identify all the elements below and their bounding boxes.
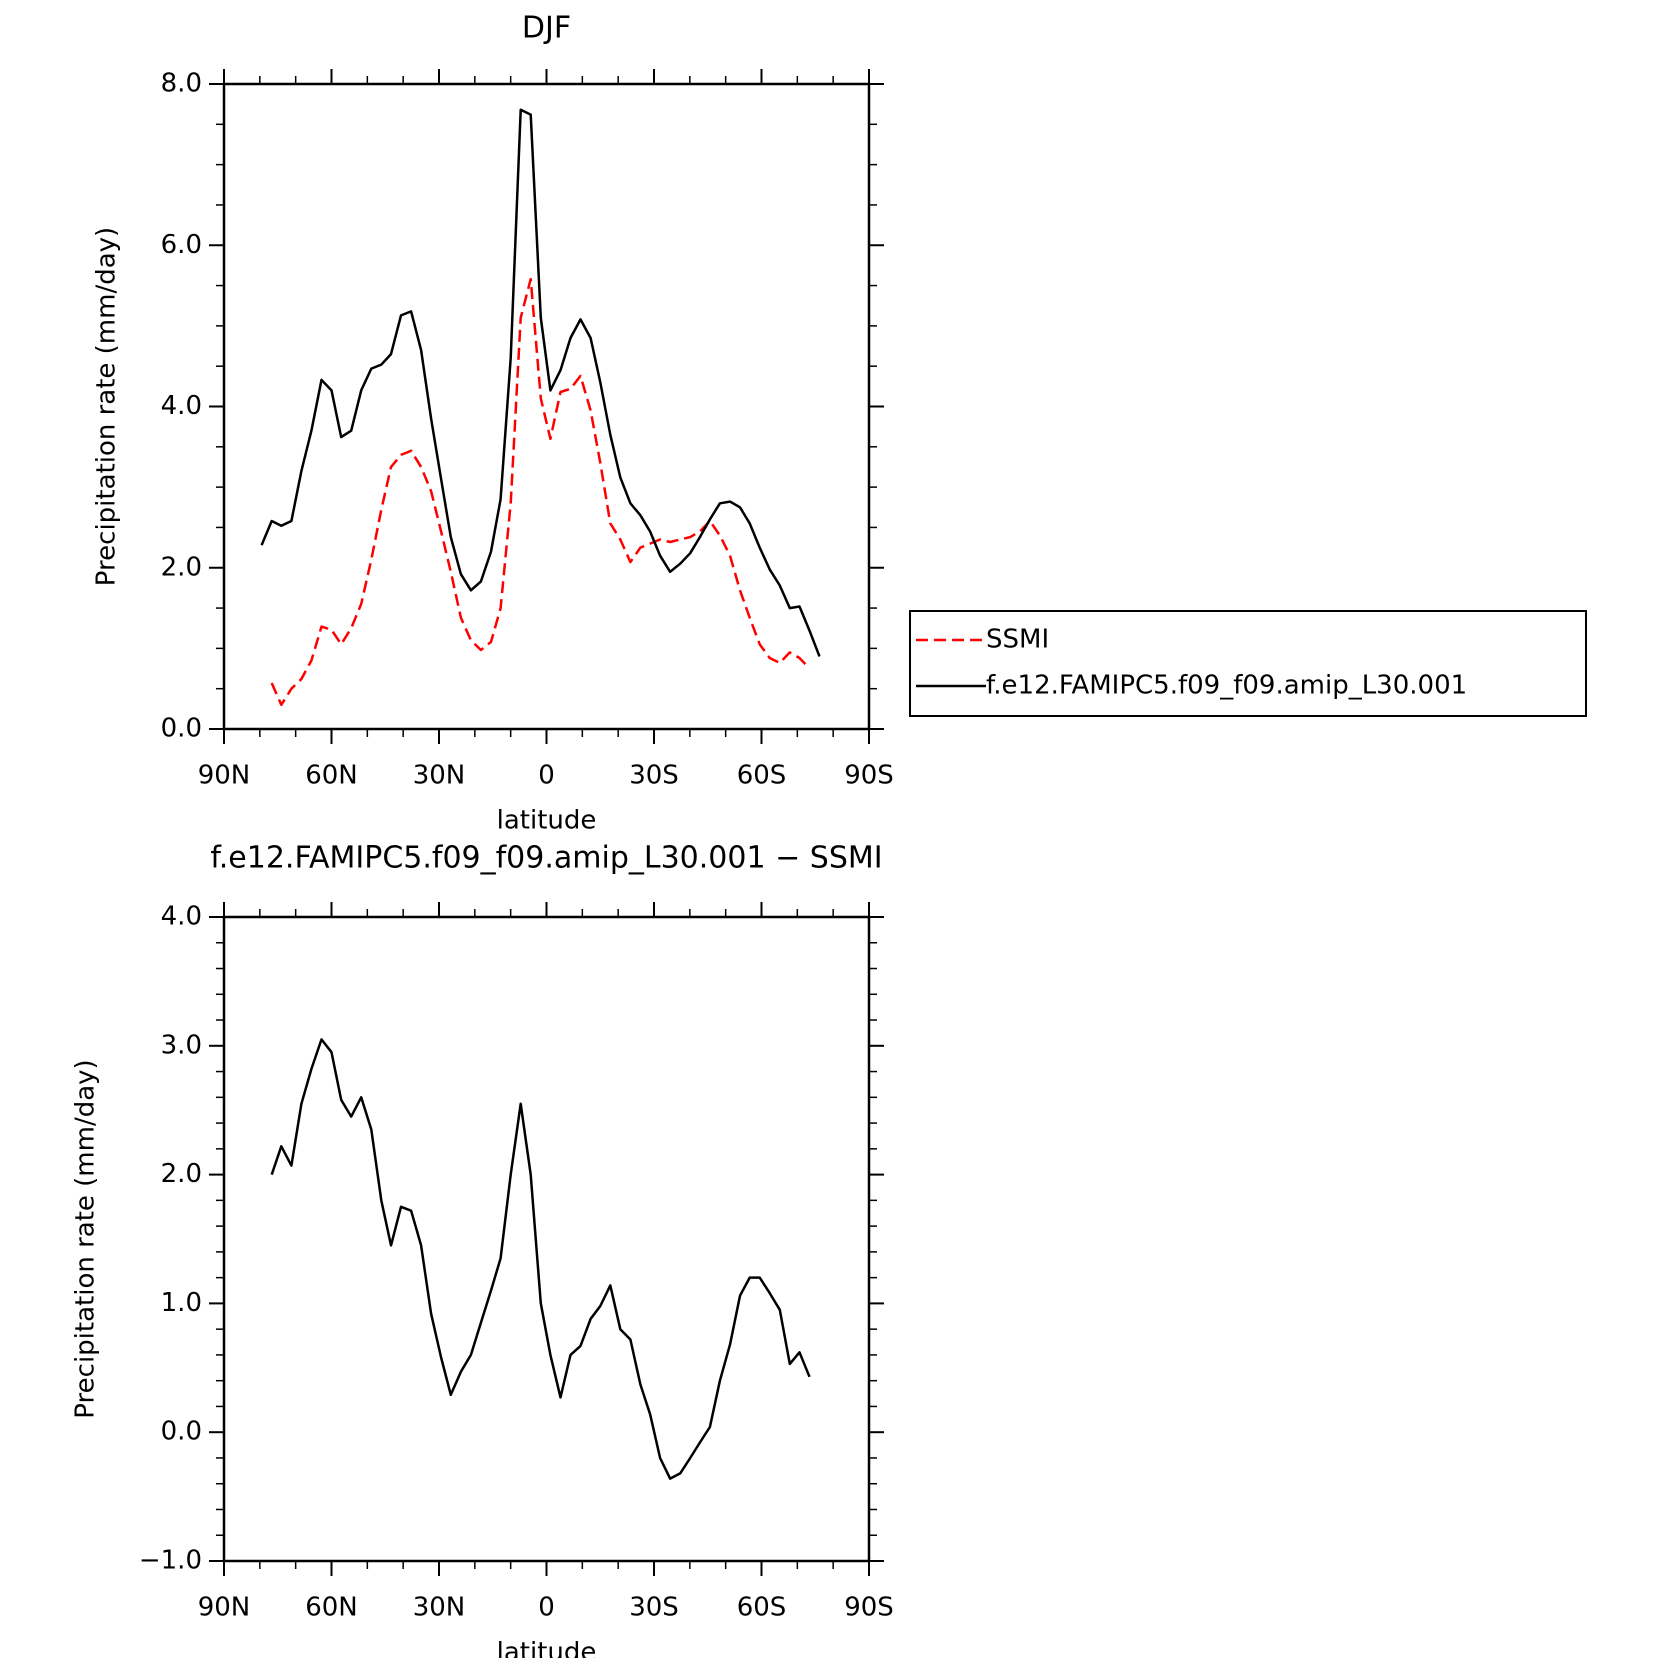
y-axis-label: Precipitation rate (mm/day) (92, 227, 122, 586)
x-tick-label: 30N (413, 1593, 466, 1623)
x-tick-label: 30N (413, 761, 466, 791)
x-tick-label: 90N (198, 1593, 251, 1623)
series-line (270, 1038, 811, 1480)
series-line (260, 108, 821, 657)
chart-title: DJF (522, 11, 571, 46)
x-axis-label: latitude (497, 806, 597, 836)
legend-label: SSMI (986, 625, 1049, 655)
x-tick-label: 0 (538, 1593, 555, 1623)
y-tick-label: 2.0 (161, 1159, 202, 1189)
x-tick-label: 90N (198, 761, 251, 791)
y-tick-label: 1.0 (161, 1288, 202, 1318)
plot-frame (222, 915, 871, 1563)
x-tick-label: 90S (844, 761, 894, 791)
series-line (270, 277, 811, 707)
plot-frame (222, 82, 871, 731)
y-axis-label: Precipitation rate (mm/day) (71, 1059, 101, 1418)
x-tick-label: 0 (538, 761, 555, 791)
y-tick-label: 3.0 (161, 1030, 202, 1060)
x-tick-label: 60S (737, 761, 787, 791)
x-tick-label: 90S (844, 1593, 894, 1623)
legend-box (909, 610, 1587, 717)
y-tick-label: 0.0 (161, 1417, 202, 1447)
legend-label: f.e12.FAMIPC5.f09_f09.amip_L30.001 (986, 671, 1467, 701)
y-tick-label: −1.0 (139, 1546, 202, 1576)
x-tick-label: 60S (737, 1593, 787, 1623)
x-tick-label: 60N (305, 1593, 358, 1623)
y-tick-label: 8.0 (161, 69, 202, 99)
y-tick-label: 0.0 (161, 714, 202, 744)
y-tick-label: 2.0 (161, 552, 202, 582)
y-tick-label: 6.0 (161, 230, 202, 260)
x-tick-label: 30S (629, 761, 679, 791)
y-tick-label: 4.0 (161, 391, 202, 421)
x-axis-label: latitude (497, 1638, 597, 1658)
x-tick-label: 60N (305, 761, 358, 791)
y-tick-label: 4.0 (161, 902, 202, 932)
chart-title: f.e12.FAMIPC5.f09_f09.amip_L30.001 − SSM… (210, 841, 882, 876)
x-tick-label: 30S (629, 1593, 679, 1623)
